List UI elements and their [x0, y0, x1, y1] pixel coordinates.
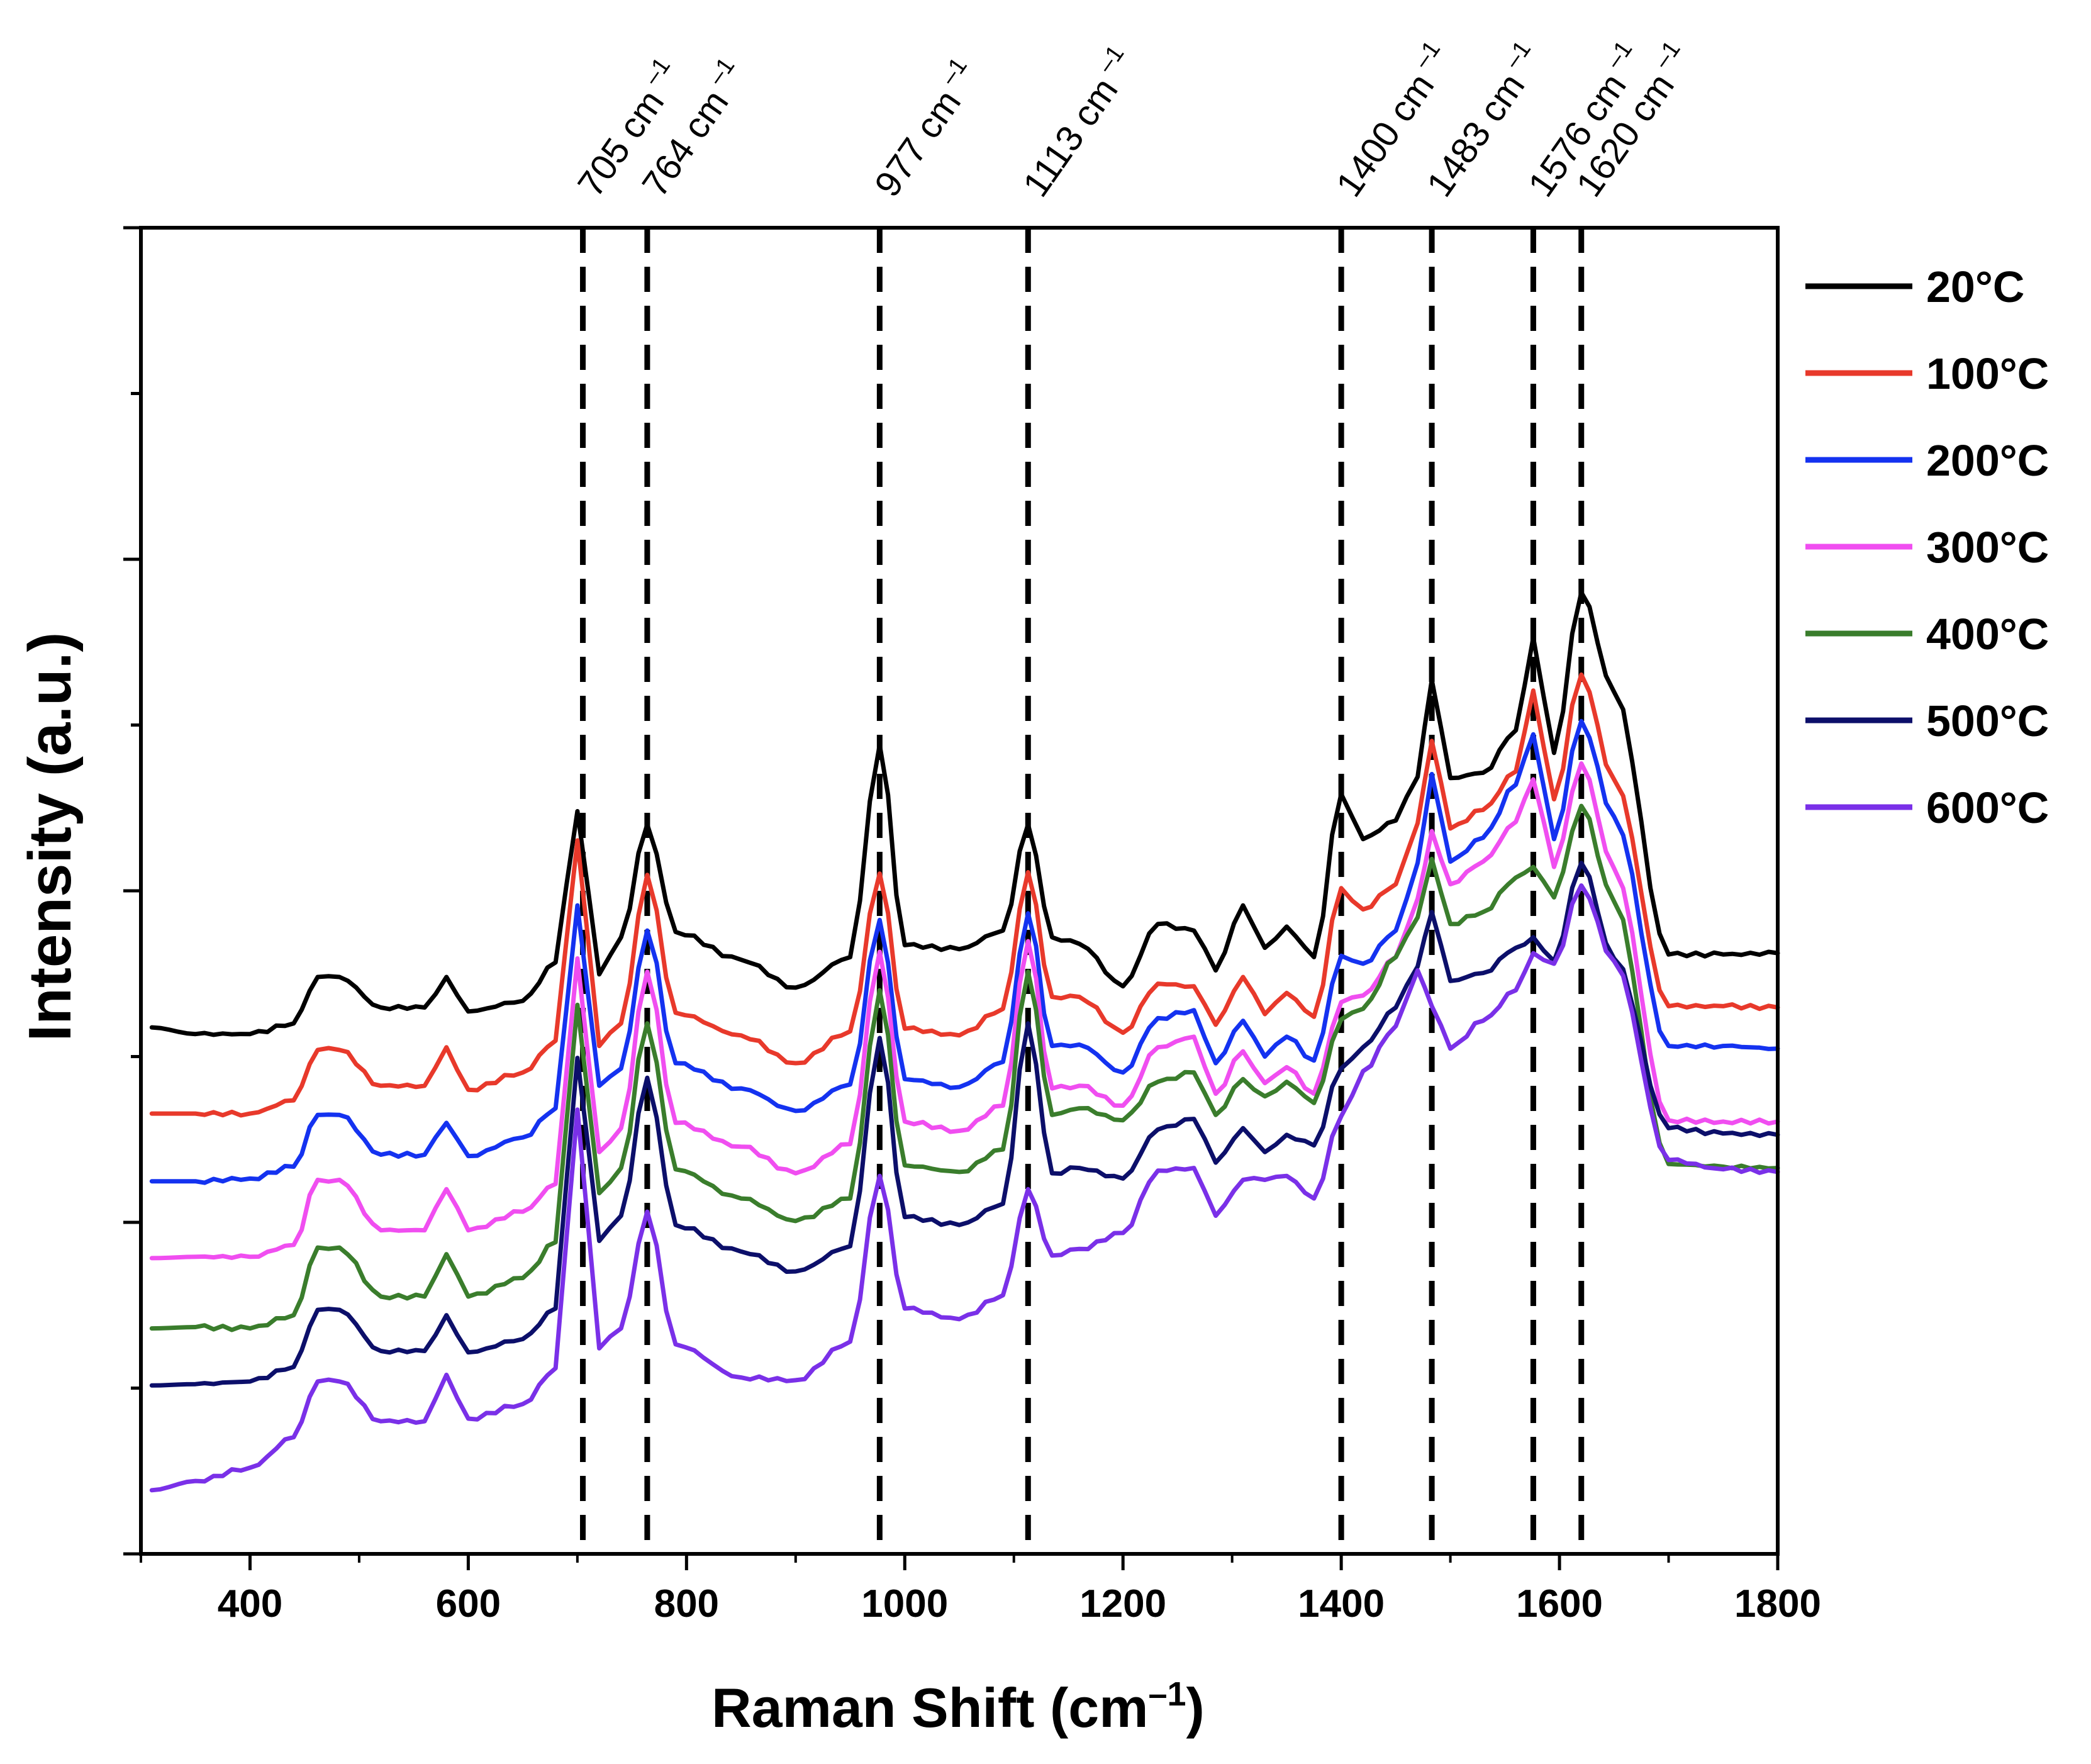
x-axis-title: Raman Shift (cm–1)	[711, 1675, 1205, 1739]
series-line-300c	[149, 761, 1780, 1261]
series-line-500c	[149, 861, 1780, 1388]
legend-label: 500°C	[1926, 696, 2049, 745]
x-tick-label: 1200	[1079, 1582, 1166, 1626]
series-line-20c	[149, 590, 1780, 1037]
y-axis-title: Intensity (a.u.)	[16, 632, 84, 1042]
series-line-200c	[149, 718, 1780, 1185]
x-tick-label: 800	[654, 1582, 719, 1626]
legend-label: 20°C	[1926, 262, 2024, 311]
legend: 20°C 100°C 200°C 300°C 400°C 500°C 600°C	[1805, 262, 2049, 832]
series-group	[149, 590, 1780, 1493]
peak-label: 977 cm –1	[863, 53, 988, 204]
peak-lines	[580, 228, 1585, 1554]
x-tick-label: 1800	[1734, 1582, 1821, 1626]
series-line-400c	[149, 803, 1780, 1332]
x-tick-label: 600	[436, 1582, 501, 1626]
peak-label: 1113 cm –1	[1012, 41, 1145, 204]
x-tick-label: 400	[218, 1582, 282, 1626]
y-axis-ticks	[123, 226, 141, 1556]
x-tick-label: 1400	[1298, 1582, 1385, 1626]
series-line-600c	[149, 883, 1780, 1493]
legend-label: 600°C	[1926, 783, 2049, 832]
series-line-100c	[149, 672, 1780, 1118]
legend-label: 400°C	[1926, 610, 2049, 659]
legend-label: 200°C	[1926, 436, 2049, 485]
legend-label: 300°C	[1926, 523, 2049, 572]
legend-label: 100°C	[1926, 349, 2049, 398]
x-tick-label: 1000	[861, 1582, 948, 1626]
x-axis-ticks: 400 600 800 1000 1200 1400 1600 1800	[140, 1554, 1821, 1626]
x-tick-label: 1600	[1516, 1582, 1603, 1626]
